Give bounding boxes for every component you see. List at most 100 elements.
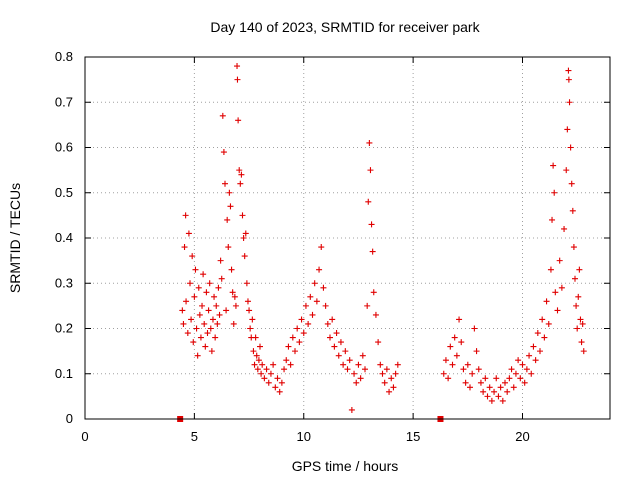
data-point <box>305 320 312 327</box>
data-point <box>199 302 206 309</box>
data-point <box>298 316 305 323</box>
data-point <box>572 275 578 282</box>
data-point <box>253 352 260 359</box>
data-point <box>473 348 480 355</box>
data-point <box>359 352 366 359</box>
data-point <box>294 325 301 332</box>
data-point <box>333 330 340 337</box>
data-point <box>355 361 362 368</box>
data-point <box>228 266 235 273</box>
data-point <box>569 207 576 214</box>
data-point <box>486 384 493 391</box>
data-point <box>558 284 565 291</box>
data-point <box>203 289 210 296</box>
data-point <box>238 171 245 178</box>
data-point <box>368 221 375 228</box>
data-point <box>209 316 216 323</box>
data-point <box>265 379 272 386</box>
data-point <box>192 266 199 273</box>
data-point <box>344 366 351 373</box>
data-point <box>383 366 390 373</box>
data-point <box>342 348 349 355</box>
data-point <box>182 212 189 219</box>
data-point <box>528 370 535 377</box>
data-point <box>543 298 550 305</box>
data-point <box>537 348 543 355</box>
data-point <box>566 99 573 106</box>
data-point <box>246 307 253 314</box>
data-point <box>331 343 338 350</box>
data-point <box>364 302 371 309</box>
data-point <box>573 302 580 309</box>
data-point <box>556 257 563 264</box>
data-point <box>197 334 204 341</box>
data-point <box>206 280 213 287</box>
data-point <box>506 375 513 382</box>
data-point <box>508 366 515 373</box>
data-point <box>231 293 238 300</box>
data-point <box>181 244 188 251</box>
y-tick-label: 0.2 <box>55 321 73 336</box>
data-point <box>388 375 395 382</box>
data-point <box>547 266 554 273</box>
data-point <box>214 320 221 327</box>
data-point <box>451 334 458 341</box>
data-point <box>225 244 232 251</box>
data-point <box>554 307 561 314</box>
data-point <box>188 316 195 323</box>
x-tick-label: 20 <box>515 429 529 444</box>
data-point <box>379 370 386 377</box>
data-point <box>458 339 465 346</box>
data-point <box>493 375 500 382</box>
data-point <box>564 126 571 133</box>
data-point <box>270 361 277 368</box>
data-point <box>551 189 558 196</box>
x-tick-label: 5 <box>191 429 198 444</box>
data-point <box>453 352 460 359</box>
data-point <box>267 370 274 377</box>
y-tick-label: 0.7 <box>55 94 73 109</box>
x-tick-label: 15 <box>406 429 420 444</box>
data-point <box>187 280 193 287</box>
y-tick-label: 0.1 <box>55 366 73 381</box>
data-point <box>261 375 268 382</box>
data-point <box>568 180 575 187</box>
x-axis-ticks: 0 5 10 15 20 <box>81 57 530 444</box>
data-point <box>510 384 517 391</box>
data-point <box>296 339 303 346</box>
data-point <box>302 302 309 309</box>
data-point <box>324 320 331 327</box>
data-point <box>272 384 279 391</box>
data-point <box>445 375 452 382</box>
data-point <box>565 76 572 83</box>
data-point <box>375 339 382 346</box>
data-point <box>258 370 265 377</box>
data-point <box>205 307 212 314</box>
data-point <box>372 311 379 318</box>
data-point <box>251 361 258 368</box>
data-point <box>191 293 198 300</box>
data-point <box>229 289 236 296</box>
data-point <box>278 379 285 386</box>
x-axis-title: GPS time / hours <box>292 458 399 474</box>
data-point <box>370 289 377 296</box>
data-point <box>357 375 364 382</box>
data-point <box>346 357 353 364</box>
data-point <box>320 284 327 291</box>
data-point <box>257 343 263 350</box>
data-point <box>213 302 220 309</box>
data-point <box>189 253 196 260</box>
data-point <box>289 334 296 341</box>
data-point <box>193 325 200 332</box>
data-point <box>183 298 190 305</box>
data-point <box>190 339 197 346</box>
data-point <box>575 293 582 300</box>
data-point <box>226 189 233 196</box>
data-point <box>322 302 329 309</box>
data-point <box>521 379 528 386</box>
y-axis-title: SRMTID / TECUs <box>7 183 23 293</box>
data-point <box>311 280 318 287</box>
data-point <box>216 311 223 318</box>
data-point <box>309 311 316 318</box>
y-tick-label: 0.6 <box>55 140 73 155</box>
